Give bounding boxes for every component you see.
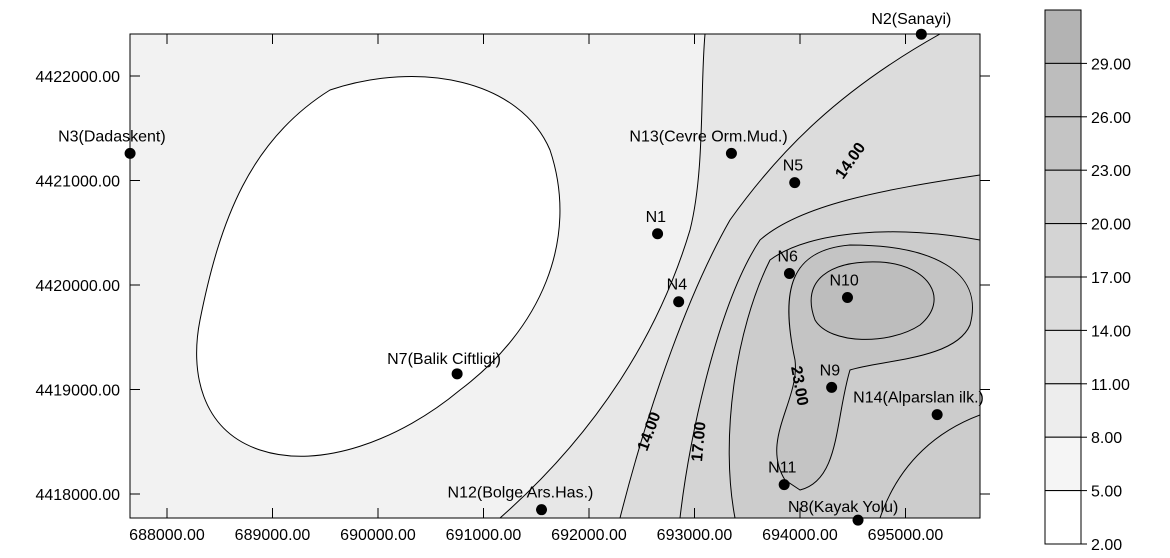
legend-swatch [1044, 436, 1082, 492]
plot-border [129, 33, 981, 519]
station-marker [852, 514, 864, 526]
station-label: N1 [646, 209, 667, 226]
station-marker [783, 268, 795, 280]
y-tick-label: 4422000.00 [35, 69, 120, 86]
contour-band-26 [811, 261, 935, 340]
legend-label: 11.00 [1091, 377, 1130, 394]
station-label: N2(Sanayi) [871, 11, 951, 28]
legend-label: 17.00 [1091, 270, 1131, 287]
station-label: N7(Balik Ciftligi) [387, 351, 501, 368]
x-tick-label: 688000.00 [129, 527, 205, 544]
axes: 688000.00 689000.00 690000.00 691000.00 6920… [35, 34, 990, 544]
legend-label: 8.00 [1091, 430, 1122, 447]
station-label: N14(Alparslan ilk.) [853, 390, 984, 407]
station-label: N9 [820, 362, 841, 379]
station-marker [826, 381, 838, 393]
contour-line-14 [619, 34, 941, 518]
x-tick-label: 690000.00 [340, 527, 416, 544]
contour-line-26 [810, 261, 935, 340]
station-marker [789, 177, 801, 189]
legend-swatch [1044, 276, 1082, 331]
y-tick-label: 4418000.00 [35, 487, 120, 504]
legend-swatch [1044, 116, 1082, 171]
station-marker [841, 292, 853, 304]
station-marker [124, 147, 136, 159]
station-marker [652, 228, 664, 240]
legend-label: 14.00 [1091, 323, 1131, 340]
legend-label: 23.00 [1091, 163, 1131, 180]
legend-label: 2.00 [1091, 537, 1122, 554]
contour-label: 17.00 [689, 421, 709, 462]
legend-swatch [1044, 169, 1082, 225]
x-tick-label: 694000.00 [762, 527, 838, 544]
x-tick-label: 691000.00 [446, 527, 522, 544]
x-tick-label: 692000.00 [551, 527, 627, 544]
station-marker [536, 504, 548, 516]
contour-line-20 [728, 231, 980, 518]
contour-label: 23.00 [787, 365, 811, 407]
station-marker [673, 296, 685, 308]
legend-swatch [1044, 383, 1082, 438]
y-tick-label: 4419000.00 [35, 383, 120, 400]
station-label: N11 [768, 460, 796, 477]
legend-label: 29.00 [1091, 56, 1131, 73]
station-marker [451, 368, 463, 380]
contour-line-8 [196, 76, 561, 457]
station-label: N10 [829, 273, 858, 290]
y-tick-label: 4421000.00 [35, 174, 120, 191]
legend-label: 26.00 [1091, 110, 1131, 127]
legend-label: 5.00 [1091, 484, 1122, 501]
contour-band-low [196, 76, 560, 457]
legend-swatch [1044, 62, 1082, 118]
legend-label: 20.00 [1091, 217, 1131, 234]
station-label: N13(Cevre Orm.Mud.) [629, 128, 787, 145]
station-label: N6 [777, 249, 798, 266]
contour-line-23 [776, 244, 973, 491]
station-marker [725, 147, 737, 159]
station-marker [778, 479, 790, 491]
station-label: N4 [667, 277, 688, 294]
contour-lines [196, 34, 980, 518]
legend-swatch [1044, 223, 1082, 278]
station-markers: N2(Sanayi) N3(Dadaskent) N13(Cevre Orm.Mud… [58, 11, 984, 526]
y-tick-label: 4420000.00 [35, 278, 120, 295]
contour-line-17 [679, 174, 980, 518]
legend: 29.00 26.00 23.00 20.00 17.00 14.00 11.00 8.00 5… [1044, 9, 1131, 554]
station-label: N12(Bolge Ars.Has.) [448, 485, 594, 502]
x-tick-label: 693000.00 [657, 527, 733, 544]
station-label: N8(Kayak Yolu) [788, 499, 898, 516]
x-tick-label: 695000.00 [868, 527, 944, 544]
station-label: N5 [783, 158, 804, 175]
contour-line-east [879, 414, 980, 518]
contour-line-11 [499, 34, 706, 518]
station-label: N3(Dadaskent) [58, 128, 166, 145]
legend-swatch [1044, 9, 1082, 64]
station-marker [931, 409, 943, 421]
legend-swatch [1044, 329, 1082, 385]
station-marker [915, 28, 927, 40]
legend-swatch [1044, 490, 1082, 545]
x-tick-label: 689000.00 [235, 527, 311, 544]
